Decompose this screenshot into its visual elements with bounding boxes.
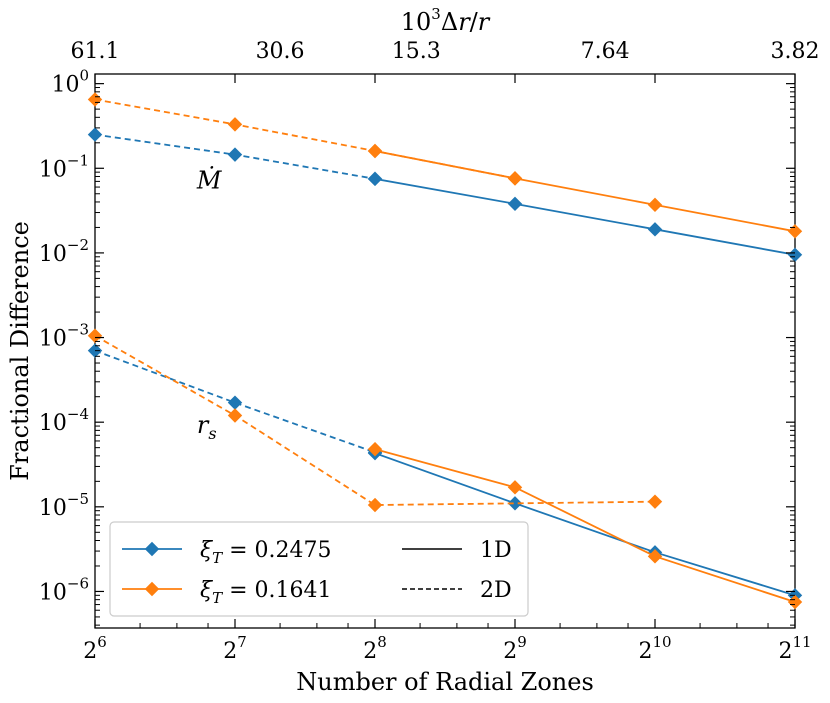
top-x-tick-label: 7.64 [581, 39, 630, 64]
series-line [94, 334, 656, 506]
legend-entry: ξT = 0.1641 [122, 578, 332, 607]
y-tick-label: 100 [51, 67, 89, 98]
y-tick-label: 10−1 [39, 151, 89, 182]
mdot-annotation: Ṁ [196, 165, 223, 194]
data-point [227, 117, 243, 132]
data-point [227, 147, 243, 162]
series-line [374, 448, 796, 603]
legend-label: ξT = 0.1641 [200, 578, 332, 607]
data-point [144, 541, 160, 557]
series-line [374, 452, 796, 597]
series-layer [87, 92, 803, 610]
legend-label: ξT = 0.2475 [200, 538, 332, 567]
top-axis-title: 103Δr/r [401, 5, 491, 36]
data-point [87, 92, 103, 107]
x-axis-title: Number of Radial Zones [296, 668, 594, 696]
data-point [787, 224, 803, 239]
y-tick-label: 10−3 [39, 321, 89, 352]
data-point [367, 143, 383, 159]
data-point [87, 328, 103, 343]
legend-entry: 1D [402, 538, 512, 563]
data-point [87, 127, 103, 142]
data-point [647, 549, 663, 564]
x-tick-label: 29 [503, 633, 527, 664]
x-tick-label: 27 [223, 633, 247, 664]
x-tick-label: 210 [638, 633, 671, 664]
legend: ξT = 0.2475 ξT = 0.1641 1D 2D [109, 521, 529, 617]
data-point [507, 480, 523, 495]
top-x-tick-label: 3.82 [771, 39, 820, 64]
series-rs-xi-0-2475-2d [87, 343, 383, 460]
y-tick-label: 10−2 [39, 236, 89, 267]
rs-annotation: rs [197, 411, 217, 443]
data-point [227, 408, 243, 423]
data-point [507, 496, 523, 511]
series-rs-xi-0-1641-2d [87, 328, 663, 513]
series-mdot-xi-0-1641-1d [367, 143, 803, 239]
data-point [367, 171, 383, 187]
data-point [507, 171, 523, 186]
data-point [507, 196, 523, 212]
series-line [94, 98, 516, 180]
y-tick-label: 10−6 [39, 574, 89, 605]
legend-entry: 2D [402, 578, 512, 603]
y-tick-label: 10−5 [39, 490, 89, 521]
data-point [367, 441, 383, 457]
data-point [647, 222, 663, 237]
y-axis-title: Fractional Difference [6, 221, 34, 481]
series-mdot-xi-0-2475-1d [367, 171, 803, 263]
top-x-tick-label: 30.6 [256, 39, 305, 64]
y-tick-label: 10−4 [39, 405, 89, 436]
x-tick-label: 211 [778, 633, 811, 664]
x-tick-label: 28 [363, 633, 387, 664]
series-line [374, 177, 796, 256]
data-point [787, 247, 803, 263]
data-point [227, 395, 243, 410]
series-mdot-xi-0-1641-2d [87, 92, 523, 186]
data-point [367, 497, 383, 513]
ticks-layer: 26 27 28 29 210 211 61.1 30.6 15.3 7.64 3.82 100 10−… [39, 39, 820, 664]
data-point [144, 581, 160, 597]
top-x-tick-label: 15.3 [392, 39, 441, 64]
data-point [647, 197, 663, 213]
x-tick-label: 26 [83, 633, 107, 664]
legend-label: 1D [480, 538, 512, 563]
legend-box [109, 521, 529, 617]
data-point [647, 494, 663, 509]
legend-entry: ξT = 0.2475 [122, 538, 332, 567]
series-rs-xi-0-1641-1d [367, 441, 803, 610]
series-line [374, 150, 796, 233]
top-x-tick-label: 61.1 [71, 39, 120, 64]
legend-label: 2D [480, 578, 512, 603]
annotation-layer: Ṁ rs [196, 165, 223, 442]
series-mdot-xi-0-2475-2d [87, 127, 383, 187]
